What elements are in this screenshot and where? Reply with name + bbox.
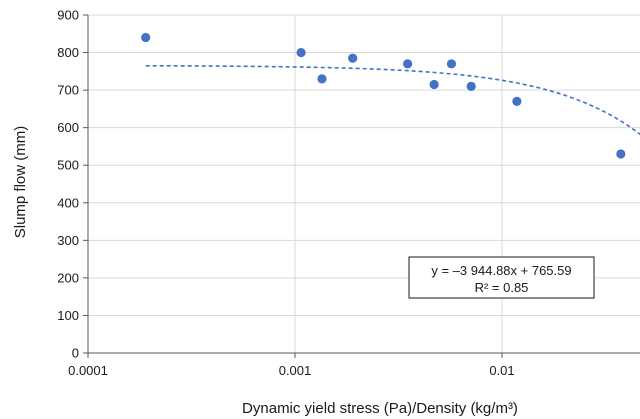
r-squared-label: R² = 0.85 — [475, 280, 529, 295]
x-tick-label: 0.0001 — [68, 363, 108, 378]
y-tick-labels: 0 100 200 300 400 500 600 700 800 900 — [57, 8, 79, 361]
data-point — [616, 149, 626, 159]
trendline — [145, 64, 640, 136]
x-tick-label: 0.001 — [279, 363, 312, 378]
data-point — [348, 53, 358, 63]
y-tick-label: 400 — [57, 195, 79, 210]
axes — [83, 14, 640, 358]
grid — [88, 14, 640, 353]
data-points — [141, 32, 626, 159]
equation-label: y = –3 944.88x + 765.59 — [431, 263, 571, 278]
data-point — [403, 59, 413, 69]
y-tick-label: 0 — [72, 346, 79, 361]
y-tick-label: 500 — [57, 158, 79, 173]
trendline-path — [145, 64, 640, 136]
y-axis-title: Slump flow (mm) — [12, 126, 29, 239]
y-tick-label: 600 — [57, 120, 79, 135]
y-tick-label: 800 — [57, 45, 79, 60]
y-tick-label: 200 — [57, 270, 79, 285]
data-point — [429, 79, 439, 90]
y-tick-label: 100 — [57, 308, 79, 323]
data-point — [512, 96, 522, 106]
y-tick-label: 700 — [57, 83, 79, 98]
data-point — [141, 32, 151, 43]
y-tick-label: 900 — [57, 8, 79, 23]
data-point — [446, 59, 457, 69]
data-point — [466, 81, 476, 91]
x-tick-label: 0.01 — [489, 363, 514, 378]
data-point — [296, 47, 306, 58]
equation-box: y = –3 944.88x + 765.59 R² = 0.85 — [408, 256, 595, 299]
data-point — [317, 74, 327, 84]
y-tick-label: 300 — [57, 233, 79, 248]
x-axis-title: Dynamic yield stress (Pa)/Density (kg/m³… — [242, 400, 518, 417]
